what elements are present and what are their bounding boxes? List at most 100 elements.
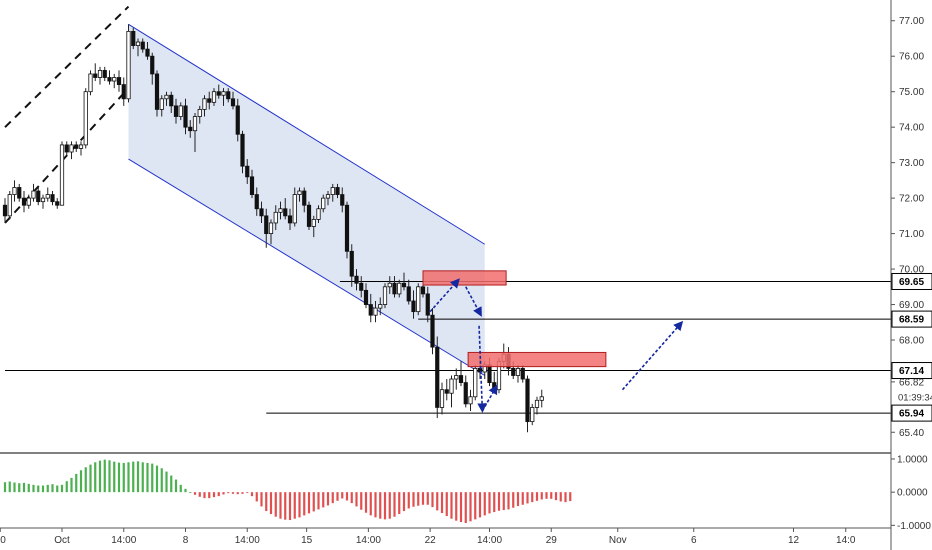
time-tick-label: 14:00 bbox=[477, 535, 502, 546]
candle bbox=[297, 187, 302, 202]
price-pane[interactable] bbox=[2, 5, 891, 433]
candle bbox=[520, 364, 525, 383]
candle-body-down bbox=[207, 98, 212, 103]
candle-body-up bbox=[178, 105, 183, 117]
candle bbox=[150, 52, 155, 85]
candle-body-up bbox=[449, 378, 454, 394]
time-tick-label: 6 bbox=[691, 535, 697, 546]
histogram-bar-negative bbox=[417, 492, 420, 506]
oscillator-tick-label: 1.0000 bbox=[897, 454, 928, 465]
price-level-label: 68.59 bbox=[899, 315, 924, 326]
histogram-bar-positive bbox=[56, 485, 59, 493]
time-axis[interactable]: 00 Oct 14:00 8 14:00 15 14:00 22 14:00 29 Nov 6 12 14… bbox=[0, 528, 856, 546]
candle bbox=[221, 88, 226, 106]
candle bbox=[435, 336, 440, 419]
candle bbox=[7, 191, 12, 220]
histogram-bar-positive bbox=[18, 483, 21, 493]
candle bbox=[207, 91, 212, 110]
time-tick-label: 12 bbox=[788, 535, 800, 546]
histogram-bar-positive bbox=[51, 484, 54, 493]
candle-body-up bbox=[112, 77, 117, 82]
histogram-bar-negative bbox=[360, 492, 363, 510]
candle bbox=[145, 42, 150, 60]
histogram-bar-negative bbox=[526, 492, 529, 504]
time-tick-label: 14:00 bbox=[111, 535, 136, 546]
candle bbox=[387, 276, 392, 294]
candle bbox=[382, 283, 388, 309]
candle-body-up bbox=[439, 389, 445, 408]
candle bbox=[311, 215, 316, 238]
candle bbox=[325, 191, 331, 206]
time-tick-label: 14:00 bbox=[356, 535, 381, 546]
candle-body-down bbox=[354, 275, 359, 284]
candle-body-up bbox=[97, 70, 103, 78]
oscillator-pane[interactable] bbox=[3, 459, 572, 524]
histogram-bar-positive bbox=[79, 470, 83, 493]
histogram-bar-positive bbox=[117, 462, 121, 493]
candle-body-down bbox=[226, 91, 231, 100]
histogram-bar-negative bbox=[545, 492, 548, 499]
candle bbox=[259, 201, 264, 223]
histogram-layer bbox=[3, 459, 572, 524]
price-level-tag bbox=[891, 362, 932, 380]
candle-body-down bbox=[306, 204, 312, 227]
histogram-bar-positive bbox=[108, 460, 111, 493]
histogram-bar-negative bbox=[379, 492, 382, 519]
histogram-bar-positive bbox=[98, 460, 102, 493]
histogram-bar-negative bbox=[208, 492, 211, 499]
projection-arrow bbox=[477, 325, 487, 413]
histogram-bar-positive bbox=[179, 484, 182, 493]
candle-body-down bbox=[511, 368, 516, 376]
histogram-bar-positive bbox=[94, 462, 97, 493]
candle-body-up bbox=[45, 194, 50, 199]
histogram-bar-negative bbox=[512, 492, 515, 508]
candle bbox=[302, 187, 307, 213]
candle-body-up bbox=[311, 219, 316, 227]
histogram-bar-negative bbox=[455, 492, 458, 521]
candle bbox=[468, 389, 473, 411]
time-tick-label: 8 bbox=[183, 535, 189, 546]
candles-layer bbox=[2, 24, 544, 433]
candle bbox=[164, 91, 169, 106]
histogram-bar-negative bbox=[426, 492, 429, 505]
candle bbox=[354, 269, 359, 291]
candle bbox=[411, 290, 416, 319]
candle-body-up bbox=[416, 286, 421, 313]
candle-body-down bbox=[230, 98, 236, 107]
candle bbox=[406, 279, 411, 305]
histogram-bar-negative bbox=[516, 492, 520, 507]
histogram-bar-negative bbox=[531, 492, 534, 503]
candle-body-down bbox=[183, 105, 188, 128]
time-tick-label: 15 bbox=[301, 535, 313, 546]
histogram-bar-positive bbox=[160, 468, 163, 493]
candle bbox=[69, 141, 74, 160]
histogram-bar-positive bbox=[174, 479, 178, 493]
price-tick-label: 77.00 bbox=[899, 16, 924, 27]
upper-dashed-trendline bbox=[4, 5, 130, 128]
price-tick-label: 68.00 bbox=[899, 336, 924, 347]
histogram-bar-negative bbox=[374, 492, 377, 518]
candle-body-up bbox=[221, 91, 226, 96]
histogram-bar-negative bbox=[350, 492, 353, 504]
price-tick-label: 69.00 bbox=[899, 300, 924, 311]
histogram-bar-negative bbox=[260, 492, 263, 507]
price-axis[interactable]: 77.00 76.00 75.00 74.00 73.00 72.00 71.00 70.00… bbox=[891, 16, 932, 439]
time-tick-label: Nov bbox=[609, 535, 627, 546]
candle bbox=[173, 98, 179, 124]
time-tick-label: 14:0 bbox=[836, 535, 856, 546]
histogram-bar-negative bbox=[288, 492, 292, 521]
candle-body-down bbox=[525, 378, 530, 423]
candle bbox=[131, 27, 136, 50]
histogram-bar-negative bbox=[564, 492, 567, 503]
candle bbox=[392, 276, 397, 298]
histogram-bar-negative bbox=[231, 492, 235, 494]
oscillator-axis[interactable]: 1.0000 0.0000 -1.0000 bbox=[891, 454, 931, 532]
histogram-bar-negative bbox=[369, 492, 372, 516]
histogram-bar-positive bbox=[8, 481, 11, 493]
candle-body-up bbox=[387, 282, 392, 288]
candle-body-up bbox=[31, 190, 36, 199]
price-tick-label: 66.82 bbox=[899, 377, 924, 388]
candle-body-up bbox=[539, 396, 544, 401]
candle bbox=[335, 183, 340, 199]
